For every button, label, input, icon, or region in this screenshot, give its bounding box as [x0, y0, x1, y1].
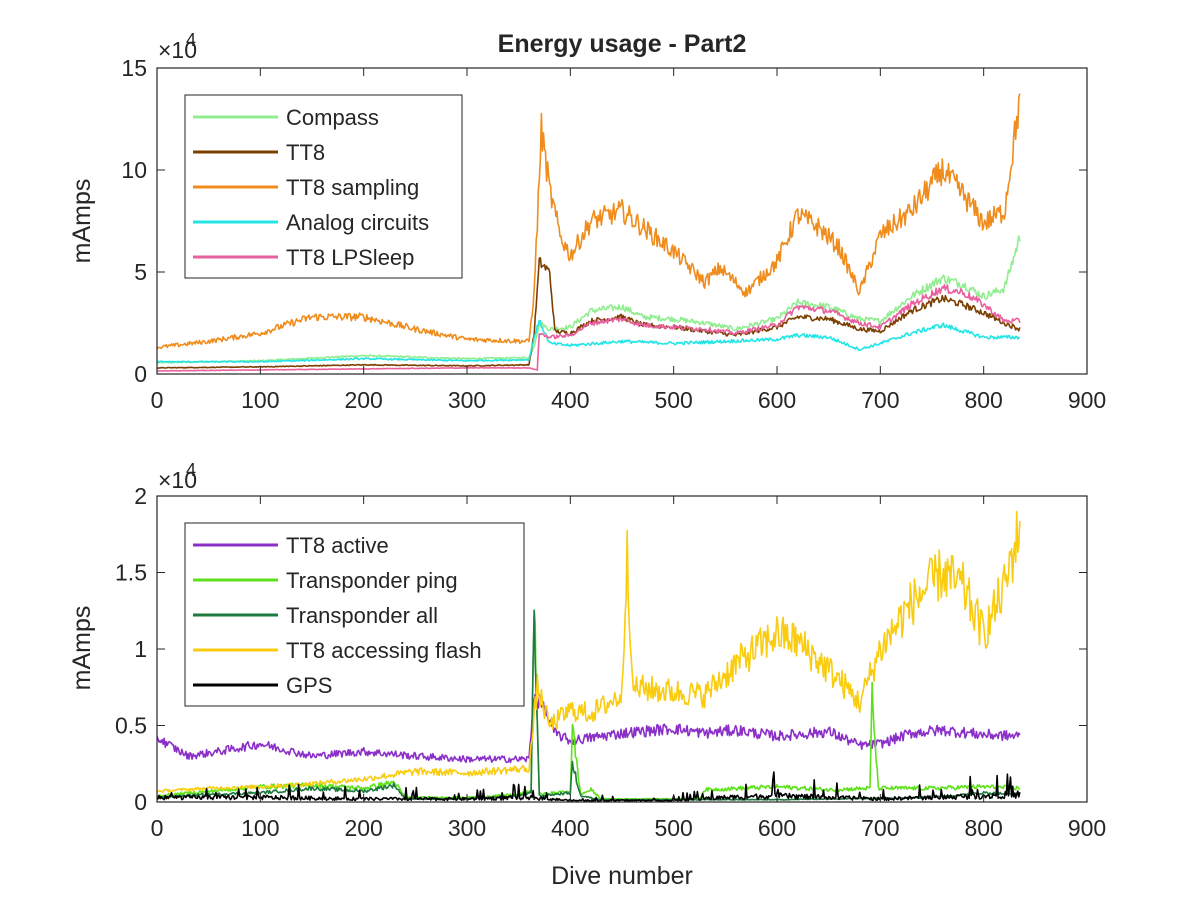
top-y-tick-label: 15 [121, 55, 147, 81]
top-exponent-base: ×10 [158, 37, 197, 63]
bottom-legend-label: GPS [286, 673, 332, 698]
top-y-tick-label: 10 [121, 157, 147, 183]
bottom-exponent-power: 4 [186, 460, 196, 480]
top-axes-box [156, 67, 1088, 375]
top-axes: Energy usage - Part2 ×10 4 mAmps 0 100 200… [68, 30, 1106, 413]
bottom-series-group [156, 510, 1021, 802]
bottom-x-tick-label: 400 [551, 815, 589, 841]
bottom-x-tick-label: 700 [861, 815, 899, 841]
top-legend-label: TT8 [286, 140, 325, 165]
bottom-x-tick-label: 200 [344, 815, 382, 841]
bottom-series-line-1 [156, 609, 1021, 801]
bottom-x-tick-label: 900 [1068, 815, 1106, 841]
bottom-y-tick-label: 1 [134, 636, 147, 662]
top-exponent-power: 4 [186, 30, 196, 50]
top-x-tick-label: 800 [964, 387, 1002, 413]
bottom-y-tick-label: 0.5 [115, 713, 147, 739]
chart-title: Energy usage - Part2 [498, 30, 747, 58]
bottom-x-tick-label: 300 [448, 815, 486, 841]
top-legend: Compass TT8 TT8 sampling Analog circuits TT8… [184, 94, 463, 279]
top-x-tick-label: 0 [151, 387, 164, 413]
top-x-tick-label: 700 [861, 387, 899, 413]
bottom-axes: ×10 4 mAmps Dive number 0 100 200 300 400 500… [68, 460, 1106, 890]
bottom-x-tick-label: 500 [654, 815, 692, 841]
top-x-tick-label: 300 [448, 387, 486, 413]
top-x-tick-label: 100 [241, 387, 279, 413]
bottom-axes-box [156, 495, 1088, 803]
top-x-tick-label: 600 [758, 387, 796, 413]
bottom-legend-label: Transponder all [286, 603, 438, 628]
top-legend-label: TT8 sampling [286, 175, 419, 200]
top-legend-label: TT8 LPSleep [286, 245, 414, 270]
bottom-y-axis-label: mAmps [68, 606, 96, 691]
bottom-series-line-4 [156, 771, 1021, 802]
bottom-x-tick-label: 100 [241, 815, 279, 841]
bottom-exponent-base: ×10 [158, 467, 197, 493]
bottom-legend-label: TT8 accessing flash [286, 638, 482, 663]
top-y-axis-label: mAmps [68, 179, 96, 264]
top-y-tick-label: 5 [134, 259, 147, 285]
bottom-y-tick-label: 0 [134, 789, 147, 815]
top-series-line-0 [156, 235, 1021, 364]
top-legend-label: Compass [286, 105, 379, 130]
top-exponent-label: ×10 4 [158, 30, 197, 63]
top-series-group [156, 93, 1021, 372]
top-x-tick-label: 400 [551, 387, 589, 413]
bottom-x-tick-label: 0 [151, 815, 164, 841]
bottom-ticks-group: 0 100 200 300 400 500 600 700 800 900 0 0.5 1 1.5 2 [115, 483, 1106, 841]
bottom-legend: TT8 active Transponder ping Transponder al… [184, 522, 525, 707]
top-series-line-4 [156, 284, 1021, 372]
bottom-exponent-label: ×10 4 [158, 460, 197, 493]
top-series-line-3 [157, 319, 1021, 364]
top-ticks-group: 0 100 200 300 400 500 600 700 800 900 0 5 10 15 [121, 55, 1106, 413]
bottom-series-line-3 [156, 510, 1021, 793]
top-x-tick-label: 200 [344, 387, 382, 413]
bottom-y-tick-label: 1.5 [115, 560, 147, 586]
bottom-x-tick-label: 600 [758, 815, 796, 841]
top-x-tick-label: 500 [654, 387, 692, 413]
bottom-legend-label: TT8 active [286, 533, 389, 558]
top-legend-label: Analog circuits [286, 210, 429, 235]
top-series-line-2 [156, 93, 1021, 350]
top-y-tick-label: 0 [134, 361, 147, 387]
top-x-tick-label: 900 [1068, 387, 1106, 413]
bottom-legend-label: Transponder ping [286, 568, 458, 593]
bottom-x-tick-label: 800 [964, 815, 1002, 841]
bottom-y-tick-label: 2 [134, 483, 147, 509]
bottom-x-axis-label: Dive number [551, 862, 693, 890]
